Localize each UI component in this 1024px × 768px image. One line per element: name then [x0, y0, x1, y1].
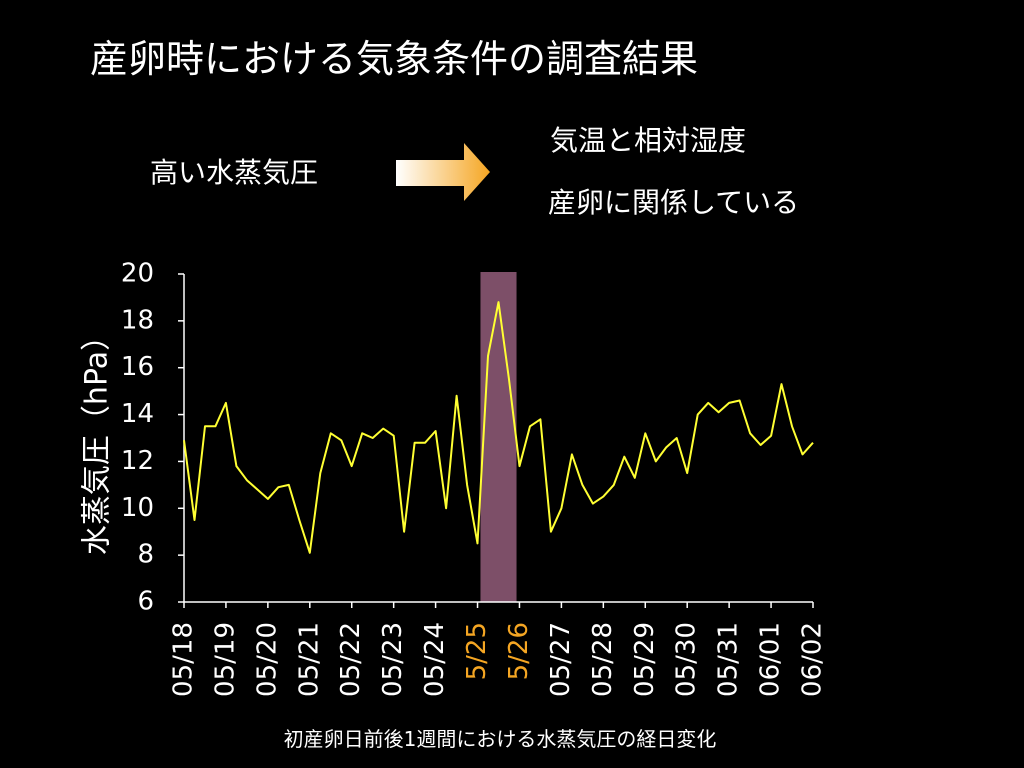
x-tick-label: 05/29: [630, 622, 660, 697]
x-tick-label: 5/25: [462, 622, 492, 680]
x-tick-label: 05/30: [672, 622, 702, 697]
x-tick-label: 05/21: [294, 622, 324, 697]
left-note: 高い水蒸気圧: [150, 156, 318, 189]
y-axis-label: 水蒸気圧（hPa）: [80, 321, 115, 555]
caption: 初産卵日前後1週間における水蒸気圧の経日変化: [284, 727, 717, 751]
x-tick-label: 05/22: [336, 622, 366, 697]
x-tick-label: 5/26: [504, 622, 534, 680]
x-tick-label: 05/27: [546, 622, 576, 697]
y-tick-label: 10: [121, 493, 154, 523]
x-tick-label: 06/02: [798, 622, 828, 697]
right-note: 気温と相対湿度: [550, 124, 746, 157]
arrow: [396, 143, 490, 201]
x-tick-label: 06/01: [756, 622, 786, 697]
x-tick-label: 05/19: [210, 622, 240, 697]
line-series: [183, 301, 814, 554]
x-tick-label: 05/24: [420, 622, 450, 697]
title: 産卵時における気象条件の調査結果: [90, 37, 698, 81]
y-tick-label: 6: [137, 587, 154, 617]
x-tick-label: 05/20: [252, 622, 282, 697]
y-tick-label: 16: [121, 352, 154, 382]
y-tick-label: 18: [121, 305, 154, 335]
y-tick-label: 20: [121, 259, 154, 289]
y-tick-label: 14: [121, 399, 154, 429]
x-tick-label: 05/31: [714, 622, 744, 697]
right-note: 産卵に関係している: [548, 186, 799, 219]
x-tick-label: 05/23: [378, 622, 408, 697]
x-tick-label: 05/18: [169, 622, 199, 697]
y-tick-label: 12: [121, 446, 154, 476]
y-tick-label: 8: [137, 540, 154, 570]
x-tick-label: 05/28: [588, 622, 618, 697]
highlight-band: [480, 272, 517, 602]
